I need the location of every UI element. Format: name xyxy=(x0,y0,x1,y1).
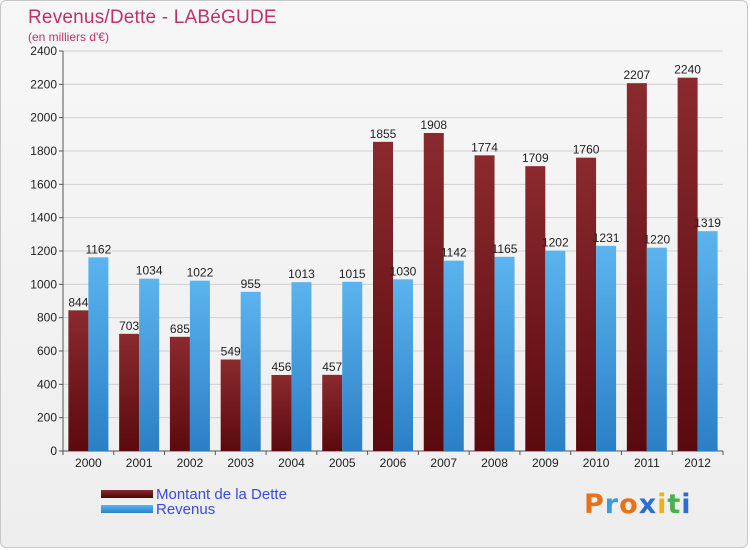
legend-swatch-dette xyxy=(101,490,153,498)
bar-revenus-2007 xyxy=(443,260,464,451)
y-tick-label-400: 400 xyxy=(37,377,57,391)
data-label-dette-2004: 456 xyxy=(271,360,291,374)
data-label-revenus-2004: 1013 xyxy=(288,267,315,281)
bar-dette-2008 xyxy=(474,155,495,452)
data-labels: 844 1162 703 1034 685 1022 549 955 456 1013 457 101… xyxy=(68,63,721,374)
bar-revenus-2004 xyxy=(291,282,312,451)
data-label-dette-2008: 1774 xyxy=(471,140,498,154)
x-tick-label-2012: 2012 xyxy=(684,456,711,470)
bars xyxy=(68,77,718,452)
y-tick-label-1200: 1200 xyxy=(30,244,57,258)
logo-letter: i xyxy=(657,489,668,520)
data-label-revenus-2006: 1030 xyxy=(390,264,417,278)
y-tick-label-0: 0 xyxy=(50,444,57,458)
x-tick-label-2004: 2004 xyxy=(278,456,305,470)
bar-dette-2012 xyxy=(677,77,698,452)
bar-revenus-2008 xyxy=(494,256,515,451)
logo-letter: t xyxy=(667,489,682,520)
data-label-revenus-2000: 1162 xyxy=(85,242,111,256)
y-tick-label-800: 800 xyxy=(37,311,57,325)
logo-letter: P xyxy=(584,489,605,520)
bar-revenus-2002 xyxy=(189,280,210,451)
x-tick-label-2007: 2007 xyxy=(430,456,457,470)
bar-dette-2003 xyxy=(220,359,241,451)
y-tick-label-1600: 1600 xyxy=(30,177,57,191)
legend-label-dette: Montant de la Dette xyxy=(156,486,287,503)
data-label-revenus-2003: 955 xyxy=(241,277,261,291)
x-tick-label-2010: 2010 xyxy=(583,456,610,470)
y-tick-label-2000: 2000 xyxy=(30,111,57,125)
bar-dette-2010 xyxy=(576,157,597,451)
bar-dette-2007 xyxy=(423,133,444,451)
y-tick-label-2200: 2200 xyxy=(30,77,57,91)
legend-swatch-revenus xyxy=(101,505,153,513)
data-label-dette-2001: 703 xyxy=(119,319,139,333)
axes: 0 200 400 600 800 1000 1200 1400 1600 1800 2000 220… xyxy=(30,44,724,470)
bar-dette-2005 xyxy=(322,374,343,451)
y-tick-label-200: 200 xyxy=(37,411,57,425)
data-label-dette-2011: 2207 xyxy=(623,68,650,82)
bar-revenus-2010 xyxy=(596,245,617,451)
data-label-revenus-2009: 1202 xyxy=(542,236,569,250)
data-label-revenus-2010: 1231 xyxy=(593,231,620,245)
logo-letter: i xyxy=(681,489,692,520)
data-label-dette-2002: 685 xyxy=(170,322,190,336)
x-tick-label-2008: 2008 xyxy=(481,456,508,470)
x-tick-label-2000: 2000 xyxy=(75,456,102,470)
bar-revenus-2011 xyxy=(646,247,667,451)
bar-revenus-2001 xyxy=(139,278,160,451)
bar-dette-2006 xyxy=(373,141,393,452)
x-tick-label-2011: 2011 xyxy=(634,456,660,470)
x-tick-label-2005: 2005 xyxy=(329,456,356,470)
data-label-revenus-2008: 1165 xyxy=(492,242,518,256)
data-label-dette-2003: 549 xyxy=(221,345,241,359)
logo-letter: x xyxy=(638,489,658,520)
y-tick-label-2400: 2400 xyxy=(30,44,57,58)
y-tick-label-1000: 1000 xyxy=(30,277,57,291)
y-tick-label-600: 600 xyxy=(37,344,57,358)
data-label-dette-2010: 1760 xyxy=(573,143,600,157)
data-label-dette-2006: 1855 xyxy=(370,127,397,141)
data-label-revenus-2012: 1319 xyxy=(694,216,721,230)
data-label-dette-2005: 457 xyxy=(322,360,342,374)
data-label-revenus-2011: 1220 xyxy=(643,233,670,247)
bar-dette-2009 xyxy=(525,166,546,451)
bar-revenus-2000 xyxy=(88,257,109,451)
x-tick-label-2002: 2002 xyxy=(177,456,204,470)
bar-dette-2011 xyxy=(626,83,647,452)
data-label-revenus-2007: 1142 xyxy=(441,246,467,260)
x-tick-label-2009: 2009 xyxy=(532,456,559,470)
bar-revenus-2005 xyxy=(342,281,363,451)
x-tick-label-2001: 2001 xyxy=(126,456,153,470)
data-label-revenus-2001: 1034 xyxy=(136,264,163,278)
data-label-revenus-2002: 1022 xyxy=(187,266,214,280)
logo-letter: r xyxy=(604,489,620,520)
bar-revenus-2006 xyxy=(393,279,413,451)
x-tick-label-2006: 2006 xyxy=(380,456,407,470)
proxiti-logo: Proxiti xyxy=(584,489,692,520)
x-tick-label-2003: 2003 xyxy=(227,456,254,470)
bar-dette-2001 xyxy=(119,333,140,451)
logo-letter: o xyxy=(619,489,639,520)
chart-title: Revenus/Dette - LABéGUDE xyxy=(28,7,277,28)
bar-revenus-2012 xyxy=(697,231,718,451)
bar-dette-2002 xyxy=(169,336,190,451)
data-label-revenus-2005: 1015 xyxy=(339,267,366,281)
data-label-dette-2007: 1908 xyxy=(420,118,447,132)
bar-revenus-2009 xyxy=(545,250,566,451)
bar-dette-2000 xyxy=(68,310,89,451)
chart-subtitle: (en milliers d'€) xyxy=(28,30,109,44)
legend-label-revenus: Revenus xyxy=(156,501,216,518)
bar-revenus-2003 xyxy=(240,291,261,451)
data-label-dette-2012: 2240 xyxy=(674,63,701,77)
y-tick-label-1400: 1400 xyxy=(30,211,57,225)
bar-dette-2004 xyxy=(271,375,292,451)
data-label-dette-2009: 1709 xyxy=(522,151,549,165)
y-tick-label-1800: 1800 xyxy=(30,144,57,158)
data-label-dette-2000: 844 xyxy=(68,295,88,309)
